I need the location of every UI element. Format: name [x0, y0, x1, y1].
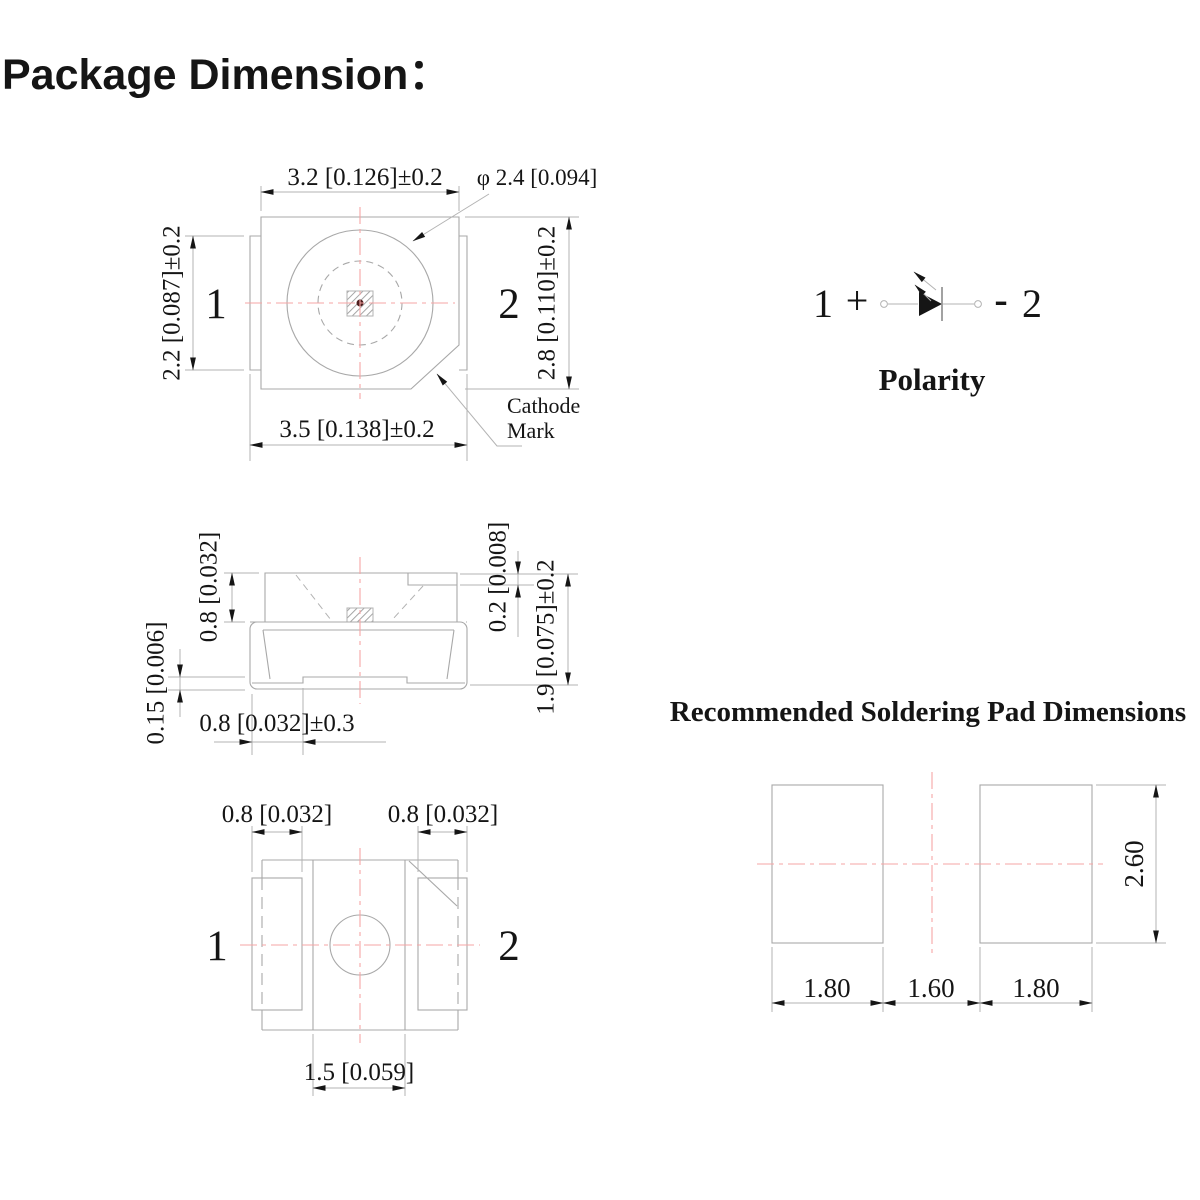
bottom-view: 0.8 [0.032] 0.8 [0.032] 1 2 1.5 [0.059] [206, 801, 520, 1096]
dim-height-right-text: 2.8 [0.110]±0.2 [534, 226, 561, 380]
emission-arrow-2 [914, 284, 932, 302]
top-step-notch [407, 573, 457, 586]
emission-arrow-1 [913, 271, 937, 291]
cathode-leader-arrow [436, 373, 522, 447]
body-outline-side [249, 621, 468, 690]
polarity-pin1-label: 1 [813, 281, 833, 326]
extension-lines-step [460, 573, 578, 586]
minus-sign: - [994, 277, 1007, 322]
dim-center-text: 1.5 [0.059] [304, 1059, 414, 1086]
dim-pad1-text: 1.80 [803, 973, 850, 1003]
top-block-outline [264, 572, 458, 622]
dim-width-top-text: 3.2 [0.126]±0.2 [287, 164, 442, 191]
diode-triangle [919, 292, 942, 316]
polarity-pin2-label: 2 [1022, 281, 1042, 326]
dim-pad-right-text: 0.8 [0.032] [388, 801, 498, 828]
dim-pad2-text: 1.80 [1012, 973, 1059, 1003]
polarity-diagram: 1 + - 2 Polarity [813, 271, 1042, 397]
pad-layout-heading: Recommended Soldering Pad Dimensions [670, 696, 1186, 728]
dim-width-bottom-text: 3.5 [0.138]±0.2 [279, 416, 434, 443]
right-pad-outline [417, 877, 468, 1011]
left-pad-outline [251, 877, 303, 1011]
pin1-label: 1 [205, 281, 227, 328]
plus-sign: + [846, 278, 869, 323]
page-title: Package Dimension： [2, 51, 451, 99]
hidden-body-edges-dashed [261, 878, 459, 1010]
reflector-slants-dashed [295, 574, 424, 621]
pin2-label-bottom: 2 [498, 923, 520, 970]
package-body-outline [260, 216, 460, 390]
polarity-heading: Polarity [879, 362, 986, 397]
pad-layout: Recommended Soldering Pad Dimensions 2.6… [670, 696, 1186, 1012]
lead-bottom-profile [252, 676, 465, 684]
dim-step-text: 0.2 [0.008] [485, 522, 512, 632]
terminal-circle-left [880, 300, 888, 308]
right-lead-tab [459, 235, 468, 371]
extension-lines-pad-width [251, 826, 468, 872]
cathode-mark-label-line2: Mark [507, 418, 555, 443]
pin1-label-bottom: 1 [206, 923, 228, 970]
cathode-mark-label-line1: Cathode [507, 393, 580, 418]
dim-gap-text: 1.60 [907, 973, 954, 1003]
terminal-circle-right [974, 300, 982, 308]
body-inner-lines [262, 629, 455, 680]
dim-pad-height-text: 2.60 [1119, 840, 1149, 887]
dim-top-height-text: 0.8 [0.032] [196, 532, 223, 642]
top-view: 3.2 [0.126]±0.2 φ 2.4 [0.094] 2.2 [0.087… [159, 164, 598, 461]
dim-pad-left-text: 0.8 [0.032] [222, 801, 332, 828]
dim-lead-length-text: 0.8 [0.032]±0.3 [199, 710, 354, 737]
dim-total-height-text: 1.9 [0.075]±0.2 [533, 559, 560, 714]
dim-lead-thickness-text: 0.15 [0.006] [143, 622, 170, 745]
extension-lines-pad-widths [771, 947, 1093, 1012]
side-view: 0.8 [0.032] 0.15 [0.006] 0.8 [0.032]±0.3… [143, 522, 578, 755]
dim-height-left-text: 2.2 [0.087]±0.2 [159, 225, 186, 380]
lens-diameter-leader-arrow [412, 193, 490, 242]
pin2-label: 2 [498, 281, 520, 328]
extension-lines-height-right [465, 216, 579, 390]
dim-lens-text: φ 2.4 [0.094] [477, 165, 598, 190]
cathode-mark-chamfer-line [408, 860, 458, 907]
extension-lines-top-height [224, 572, 259, 623]
